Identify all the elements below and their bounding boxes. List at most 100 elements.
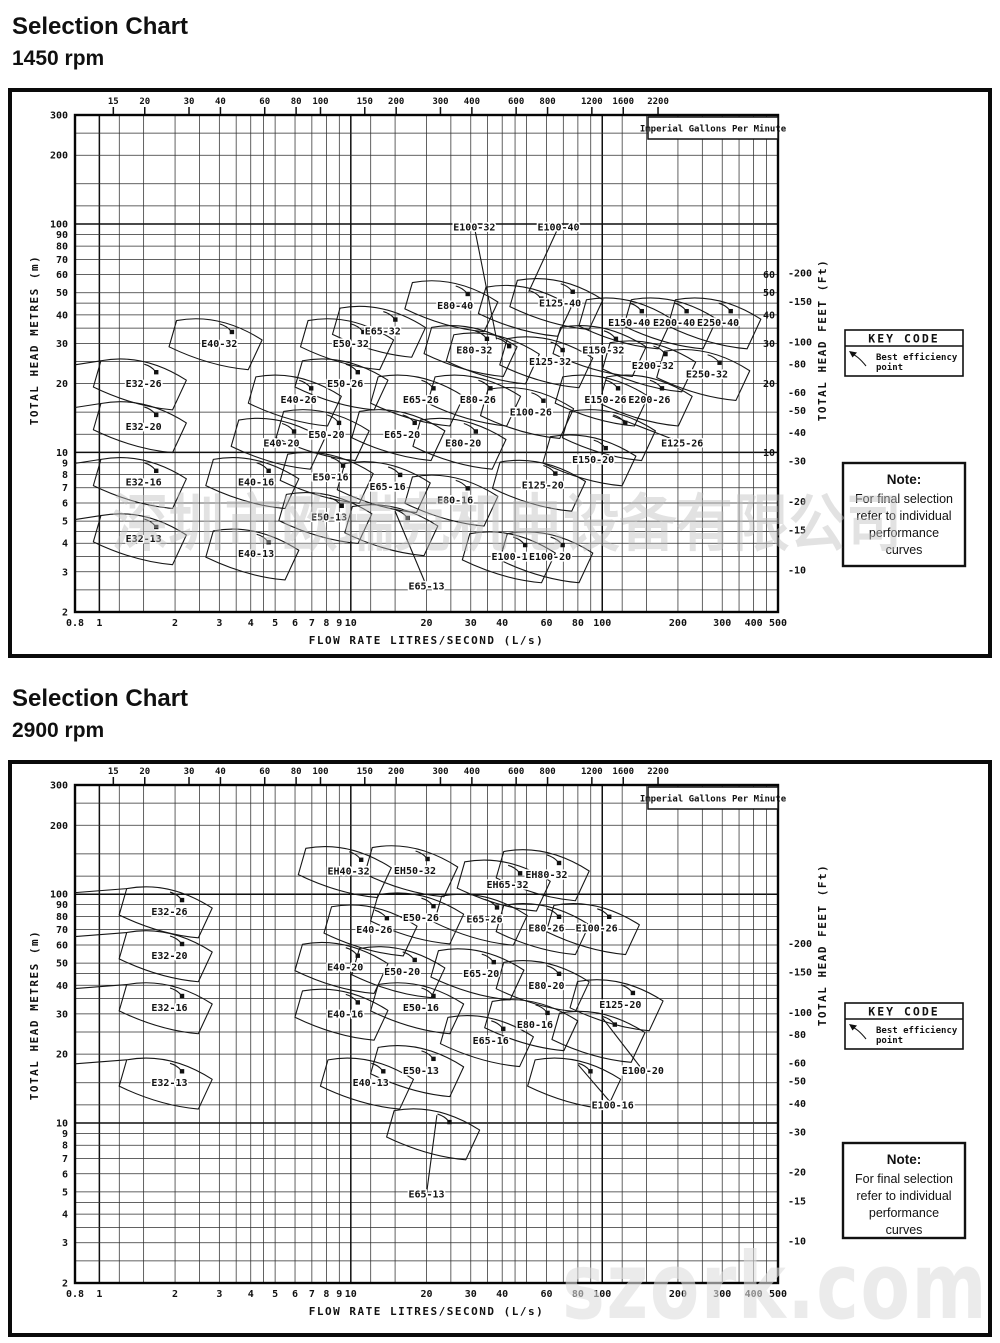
pump-label: E50-26: [403, 913, 439, 924]
bep-marker: [412, 420, 417, 426]
x-tick-label: 10: [345, 618, 357, 629]
best-efficiency-arrow-head: [849, 1024, 857, 1031]
x-tick-label: 3: [216, 618, 222, 629]
imperial-tick-label: 800: [539, 767, 555, 777]
note-line: performance: [869, 1206, 939, 1220]
pump-region-E32-20: [92, 401, 187, 454]
pump-region-E50-20: [275, 409, 370, 462]
x-tick-label: 7: [309, 618, 315, 629]
pump-region-E32-26: [118, 886, 213, 939]
metres-tick-label-right: 40: [763, 310, 775, 321]
x-tick-label: 80: [572, 618, 584, 629]
y-tick-label: 90: [56, 900, 68, 911]
pump-label: EH40-32: [328, 867, 370, 878]
pump-region-E50-13: [278, 492, 373, 545]
pump-region-tail: [74, 458, 101, 464]
bep-marker: [336, 420, 342, 426]
pump-region-E40-32: [168, 318, 263, 371]
pump-region-EH40-32: [297, 845, 392, 899]
pump-label: E65-26: [466, 914, 502, 925]
chart1-title: Selection Chart: [12, 13, 189, 40]
bep-marker: [339, 503, 344, 509]
imperial-tick-label: 800: [539, 97, 555, 107]
pump-region-E65-16: [336, 461, 431, 514]
chart2-header: Selection Chart 2900 rpm: [12, 685, 188, 743]
bep-marker: [607, 914, 612, 919]
x-tick-label: 300: [713, 1289, 731, 1300]
pump-label: E50-16: [403, 1003, 439, 1014]
pump-region-tail: [74, 888, 127, 894]
bep-tail: [546, 965, 559, 974]
bep-marker: [728, 308, 733, 314]
pump-region-E40-16: [205, 457, 300, 510]
x-tick-label: 200: [669, 1289, 687, 1300]
pump-region-E150-40: [578, 297, 673, 350]
bep-tail: [387, 466, 400, 475]
x-tick-label: 20: [420, 618, 432, 629]
bep-tail: [351, 323, 363, 332]
pump-region-E80-32: [423, 325, 518, 378]
bep-tail: [629, 302, 642, 311]
imperial-tick-label: 300: [432, 97, 448, 107]
x-tick-label: 0.8: [66, 618, 84, 629]
pump-region-E40-26: [247, 374, 342, 427]
bep-tail: [402, 951, 415, 960]
bep-marker: [570, 289, 575, 294]
pump-region-E32-13: [118, 1057, 213, 1110]
x-tick-label: 1: [96, 1289, 102, 1300]
pump-label-leader: [577, 1064, 614, 1106]
note-box: [841, 1141, 967, 1240]
bep-marker: [179, 1069, 185, 1074]
pump-label: E100-26: [576, 924, 618, 935]
feet-tick-label: -15: [788, 1196, 806, 1207]
pump-region-E200-26: [598, 374, 693, 427]
pump-region-E200-32: [602, 340, 697, 393]
bep-tail: [543, 464, 555, 473]
pump-region-E150-20: [542, 434, 637, 487]
metres-tick-label-right: 10: [763, 448, 775, 459]
y-tick-label: 5: [62, 517, 68, 528]
imperial-tick-label: 300: [432, 767, 448, 777]
bep-tail: [507, 864, 520, 873]
bep-marker: [384, 915, 390, 921]
feet-tick-label: -40: [788, 428, 806, 439]
y-tick-label: 70: [56, 255, 68, 266]
bep-marker: [623, 420, 628, 426]
x-tick-label: 30: [465, 1289, 477, 1300]
bep-tail: [256, 462, 269, 471]
pump-region-E100-16: [527, 1057, 622, 1110]
y-tick-label: 4: [62, 1210, 68, 1221]
imperial-tick-label: 40: [215, 97, 226, 107]
pump-label: E50-16: [312, 473, 348, 484]
feet-tick-label: -150: [788, 967, 812, 978]
pump-region-E80-26: [495, 903, 590, 956]
bep-marker: [684, 308, 689, 314]
x-tick-label: 5: [272, 618, 278, 629]
pump-region-E150-32: [552, 325, 647, 378]
x-tick-label: 1: [96, 618, 102, 629]
grid: [73, 783, 780, 1285]
pump-region-E32-20: [118, 930, 213, 983]
imperial-tick-label: 2200: [647, 97, 669, 107]
note-title: Note:: [887, 1152, 922, 1167]
imperial-tick-label: 100: [312, 97, 328, 107]
pump-region-E50-16: [370, 982, 465, 1035]
bep-tail: [169, 891, 182, 900]
y-tick-label: 20: [56, 1050, 68, 1061]
pump-label: E125-20: [522, 480, 564, 491]
pump-label: E50-20: [384, 967, 420, 978]
bep-tail: [144, 406, 156, 415]
imperial-tick-label: 20: [139, 97, 150, 107]
pump-label: E80-40: [437, 301, 473, 312]
x-tick-label: 100: [593, 618, 611, 629]
pump-label: E80-26: [460, 395, 496, 406]
x-tick-label: 9: [336, 1289, 342, 1300]
feet-tick-label: -30: [788, 1127, 806, 1138]
pump-label: E40-26: [281, 395, 317, 406]
y-tick-label: 60: [56, 940, 68, 951]
pump-label: E32-13: [126, 534, 162, 545]
x-tick-label: 100: [593, 1289, 611, 1300]
pump-region-E32-16: [118, 982, 213, 1035]
pump-label: E250-40: [697, 318, 739, 329]
